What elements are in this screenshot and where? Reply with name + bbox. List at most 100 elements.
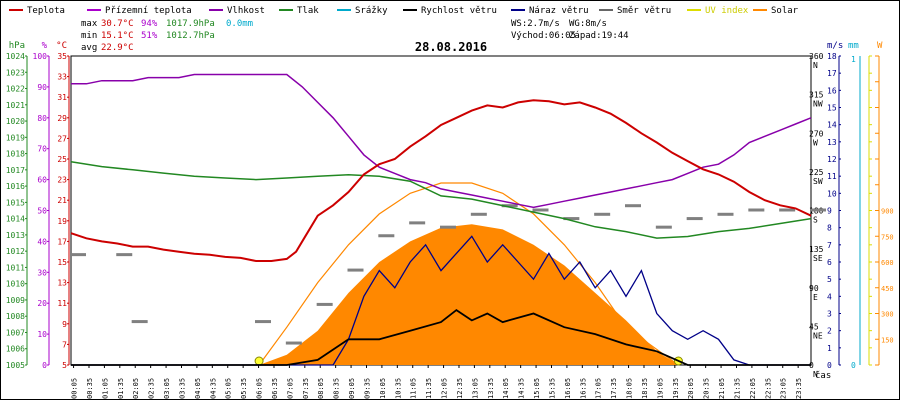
axis-tick-label-hpa: 1023: [6, 68, 25, 77]
axis-tick-label-temp: 27: [57, 134, 67, 143]
axis-tick-label-temp: 25: [57, 155, 67, 164]
axis-tick-label-ms: 6: [827, 258, 832, 267]
x-tick-label: 21:05: [718, 378, 726, 399]
axis-tick-label-mm: 0: [851, 361, 856, 370]
x-tick-label: 23:05: [780, 378, 788, 399]
axis-tick-label-temp: 29: [57, 114, 67, 123]
axis-tick-label-ms: 15: [827, 104, 837, 113]
series-wind-direction-dash: [347, 268, 364, 272]
x-tick-label: 18:35: [641, 378, 649, 399]
series-wind-direction-dash: [70, 253, 86, 257]
axis-dir-label: 45: [809, 322, 819, 331]
axis-tick-label-ms: 5: [827, 275, 832, 284]
stats-avg-label: avg: [81, 43, 97, 53]
legend-label-9: Solar: [771, 6, 799, 16]
axis-tick-label-w: 750: [881, 233, 894, 241]
x-tick-label: 10:05: [379, 378, 387, 399]
stats-min-press: 1012.7hPa: [166, 31, 215, 41]
x-tick-label: 18:05: [626, 378, 634, 399]
axis-tick-label-ms: 11: [827, 172, 837, 181]
x-tick-label: 15:05: [533, 378, 541, 399]
x-axis-label: čas: [815, 370, 831, 381]
axis-tick-label-w: 900: [881, 208, 894, 216]
axis-tick-label-pct: 20: [37, 299, 47, 308]
x-tick-label: 00:35: [86, 378, 94, 399]
series-wind-direction-dash: [625, 204, 641, 208]
stats-min-label: min: [81, 31, 97, 41]
series-wind-direction-dash: [409, 221, 426, 225]
axis-tick-label-ms: 0: [827, 361, 832, 370]
legend-label-6: Náraz větru: [529, 6, 589, 16]
x-tick-label: 03:05: [163, 378, 171, 399]
stats-sunset: Západ:19:44: [569, 31, 629, 41]
axis-tick-label-hpa: 1016: [6, 182, 25, 191]
series-wind-direction-dash: [686, 217, 703, 221]
axis-unit-temp: °C: [56, 41, 67, 51]
axis-tick-label-ms: 17: [827, 69, 837, 78]
axis-dir-label: 225: [809, 168, 824, 177]
axis-tick-label-pct: 80: [37, 114, 47, 123]
series-wind-direction-dash: [748, 208, 765, 212]
axis-tick-label-w: 300: [881, 311, 894, 319]
x-tick-label: 14:35: [518, 378, 526, 399]
series-wind-direction-dash: [501, 204, 518, 208]
x-tick-label: 23:35: [795, 378, 803, 399]
axis-dir-label: 270: [809, 129, 824, 138]
axis-tick-label-hpa: 1011: [6, 263, 25, 272]
axis-compass-label: E: [813, 293, 818, 302]
axis-tick-label-temp: 33: [57, 73, 67, 82]
axis-tick-label-mm: 1: [851, 55, 856, 64]
series-wind-direction-dash: [440, 225, 456, 229]
axis-tick-label-temp: 31: [57, 93, 67, 102]
axis-tick-label-hpa: 1013: [6, 231, 25, 240]
legend-label-5: Rychlost větru: [421, 6, 497, 16]
axis-tick-label-ms: 13: [827, 138, 837, 147]
axis-tick-label-temp: 5: [62, 361, 67, 370]
axis-tick-label-temp: 15: [57, 258, 67, 267]
axis-tick-label-ms: 3: [827, 310, 832, 319]
x-tick-label: 21:35: [733, 378, 741, 399]
axis-tick-label-temp: 19: [57, 217, 67, 226]
axis-tick-label-w: 600: [881, 259, 894, 267]
x-tick-label: 17:35: [610, 378, 618, 399]
axis-tick-label-hpa: 1019: [6, 133, 25, 142]
x-tick-label: 19:05: [656, 378, 664, 399]
series-wind-direction-dash: [255, 320, 271, 324]
x-tick-label: 06:35: [271, 378, 279, 399]
x-tick-label: 11:05: [410, 378, 418, 399]
axis-compass-label: NW: [813, 100, 823, 109]
axis-compass-label: N: [813, 370, 818, 379]
series-humidity: [71, 73, 812, 209]
axis-compass-label: NE: [813, 331, 823, 340]
x-tick-label: 02:35: [148, 378, 156, 399]
x-tick-label: 05:35: [240, 378, 248, 399]
axis-tick-label-pct: 100: [33, 52, 48, 61]
axis-tick-label-hpa: 1008: [6, 312, 25, 321]
stats-avg-temp: 22.9°C: [101, 43, 134, 53]
x-tick-label: 09:05: [348, 378, 356, 399]
legend-label-1: Přízemní teplota: [105, 6, 192, 16]
axis-tick-label-pct: 90: [37, 83, 47, 92]
axis-tick-label-w: 150: [881, 336, 894, 344]
axis-unit-w: W: [877, 41, 883, 51]
stats-min-hum: 51%: [141, 31, 158, 41]
x-tick-label: 00:05: [71, 378, 79, 399]
stats-max-label: max: [81, 19, 98, 29]
axis-compass-label: N: [813, 61, 818, 70]
series-wind-direction-dash: [316, 302, 333, 306]
stats-min-temp: 15.1°C: [101, 31, 134, 41]
x-tick-label: 15:35: [548, 378, 556, 399]
axis-dir-label: 0: [809, 361, 814, 370]
axis-tick-label-temp: 13: [57, 279, 67, 288]
x-tick-label: 16:35: [579, 378, 587, 399]
series-wind-direction-dash: [285, 341, 302, 345]
axis-tick-label-hpa: 1012: [6, 247, 25, 256]
series-pressure: [70, 160, 812, 239]
legend-label-2: Vlhkost: [227, 6, 265, 16]
legend-label-3: Tlak: [297, 6, 319, 16]
x-tick-label: 05:05: [225, 378, 233, 399]
series-wind-direction-dash: [779, 208, 796, 212]
axis-tick-label-temp: 17: [57, 237, 67, 246]
